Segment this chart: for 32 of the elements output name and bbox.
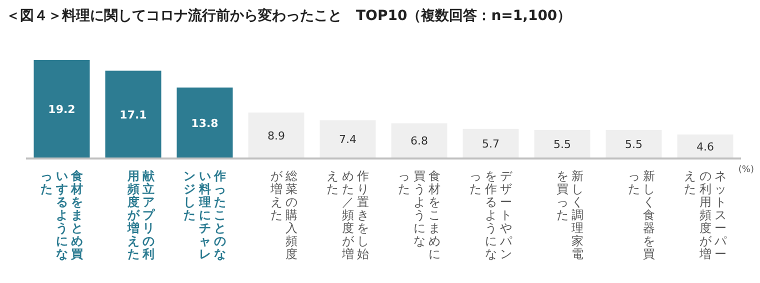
- category-label: 作り置きをし始めた／頻度が増えた: [326, 169, 370, 261]
- text: (%): [738, 165, 754, 175]
- category-label: 食材をまとめ買いするようになった: [40, 169, 84, 261]
- category-label: デザートやパンを作るようになった: [469, 169, 512, 261]
- bar: [606, 130, 662, 158]
- category-label: ネットスーパーの利用頻度が増えた: [684, 169, 727, 261]
- data-label: 5.7: [482, 137, 500, 150]
- data-label: 17.1: [120, 108, 147, 122]
- category-label: 作ったことのない料理にチャレンジした: [183, 169, 226, 261]
- data-label: 6.8: [410, 134, 428, 148]
- chart-title: ＜図４＞料理に関してコロナ流行前から変わったこと TOP10（複数回答：n=1,100）: [6, 7, 572, 24]
- data-label: 13.8: [191, 116, 218, 130]
- category-label: 新しく食器を買った: [628, 169, 656, 261]
- bar: [248, 112, 304, 158]
- bar: [677, 134, 734, 158]
- data-label: 4.6: [696, 140, 714, 154]
- data-label: 19.2: [48, 103, 76, 116]
- data-label: 8.9: [268, 129, 285, 142]
- bar: [105, 70, 162, 158]
- data-label: 7.4: [339, 133, 356, 146]
- bar: [34, 60, 90, 158]
- bar: [462, 128, 519, 158]
- data-label: 5.5: [554, 138, 571, 151]
- bar: [320, 120, 376, 158]
- category-label: 総菜の購入頻度が増えた: [270, 169, 298, 261]
- data-label: 5.5: [625, 138, 642, 151]
- bar: [176, 88, 233, 158]
- category-label: 新しく調理家電を買った: [556, 169, 584, 261]
- bar: [534, 130, 590, 158]
- bar: [391, 123, 448, 158]
- category-label: 献立アプリの利用頻度が増えた: [127, 169, 155, 261]
- category-label: 食材をこまめに買うようになった: [398, 169, 441, 261]
